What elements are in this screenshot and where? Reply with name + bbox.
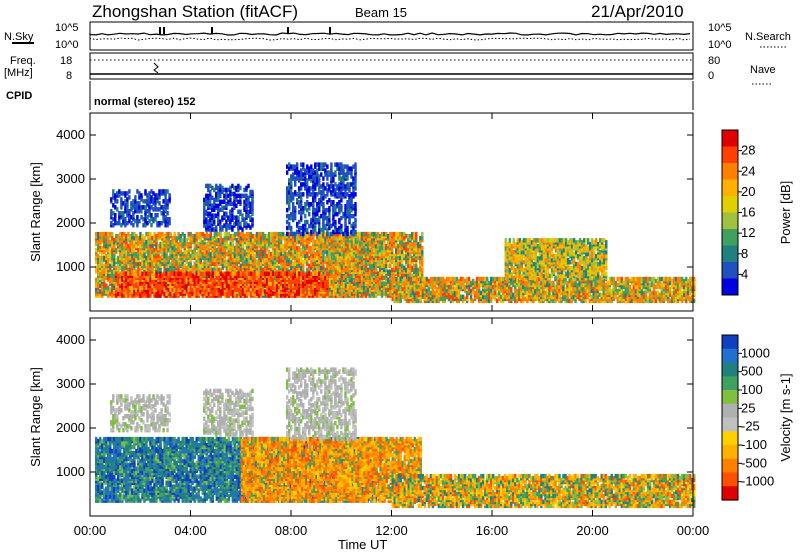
y-tick-label: 4000 xyxy=(56,127,85,142)
nsky-tick-bottom: 10^0 xyxy=(55,39,79,51)
colorbar-tick-label: -100 xyxy=(741,437,767,452)
x-tick-label: 08:00 xyxy=(275,523,308,538)
colorbar-swatch xyxy=(722,335,738,350)
freq-panel-frame xyxy=(89,52,694,80)
colorbar-swatch xyxy=(722,196,738,213)
y-tick-label: 4000 xyxy=(56,332,85,347)
colorbar-tick-label: 4 xyxy=(741,266,748,281)
x-tick-label: 00:00 xyxy=(677,523,710,538)
colorbar-frame xyxy=(721,334,739,501)
colorbar-swatch xyxy=(722,212,738,230)
colorbar-swatch xyxy=(722,390,738,405)
colorbar-swatch xyxy=(722,130,738,147)
x-tick-label: 00:00 xyxy=(74,523,107,538)
freq-tick-top: 18 xyxy=(60,55,72,67)
time-axis: 00:00 04:00 08:00 12:00 16:00 20:00 00:00 xyxy=(74,523,710,538)
velocity-panel: 1000 2000 3000 4000 Slant Range [km] xyxy=(28,317,696,517)
colorbar-tick-label: 8 xyxy=(741,246,748,261)
freq-unit: [MHz] xyxy=(4,67,33,79)
nave-tick-top: 80 xyxy=(708,55,720,67)
freq-tick-bottom: 8 xyxy=(66,70,72,82)
colorbar-swatch xyxy=(722,278,738,296)
echo-region xyxy=(286,162,357,237)
cpid-label: CPID xyxy=(6,90,32,102)
nsky-traces xyxy=(89,27,691,41)
colorbar-tick-label: -25 xyxy=(741,419,760,434)
beam-label: Beam 15 xyxy=(355,5,407,20)
nsky-label: N.Sky xyxy=(4,31,34,43)
colorbar-swatch xyxy=(722,163,738,180)
x-tick-label: 16:00 xyxy=(476,523,509,538)
echo-region xyxy=(391,473,696,509)
colorbar-swatch xyxy=(722,179,738,197)
power-panel: 1000 2000 3000 4000 Slant Range [km] xyxy=(28,112,696,312)
y-tick-label: 3000 xyxy=(56,376,85,391)
colorbar-label: Power [dB] xyxy=(778,181,793,245)
colorbar-swatch xyxy=(722,362,738,377)
y-tick-label: 3000 xyxy=(56,171,85,186)
nave-tick-bottom: 0 xyxy=(708,70,714,82)
station-title: Zhongshan Station (fitACF) xyxy=(92,2,298,21)
echo-region xyxy=(110,394,171,433)
colorbar-tick-label: 24 xyxy=(741,163,755,178)
nsky-panel-frame xyxy=(89,21,694,51)
freq-traces xyxy=(90,59,693,75)
x-tick-label: 12:00 xyxy=(375,523,408,538)
freq-glitch xyxy=(153,62,159,74)
echo-region xyxy=(110,189,171,228)
nsearch-trace xyxy=(89,37,691,41)
colorbar-swatch xyxy=(722,458,738,474)
nsearch-label: N.Search xyxy=(745,31,791,43)
power-colorbar: 28 24 20 16 12 8 4 Power [dB] xyxy=(721,129,793,296)
colorbar-swatch xyxy=(722,376,738,391)
y-tick-label: 2000 xyxy=(56,420,85,435)
colorbar-swatch xyxy=(722,431,738,446)
colorbar-swatch xyxy=(722,245,738,263)
nsearch-tick-top: 10^5 xyxy=(708,22,732,34)
echo-region xyxy=(286,367,357,442)
nsky-tick-top: 10^5 xyxy=(55,22,79,34)
colorbar-label: Velocity [m s-1] xyxy=(778,373,793,461)
nsky-trace xyxy=(89,32,691,36)
colorbar-swatch xyxy=(722,486,738,501)
colorbar-tick-label: -500 xyxy=(741,455,767,470)
cpid-text: normal (stereo) 152 xyxy=(94,96,195,108)
y-tick-label: 2000 xyxy=(56,215,85,230)
colorbar-swatch xyxy=(722,146,738,164)
x-axis-label: Time UT xyxy=(338,537,387,552)
colorbar-tick-label: 28 xyxy=(741,143,755,158)
colorbar-swatch xyxy=(722,472,738,487)
echo-region xyxy=(391,276,696,304)
colorbar-swatch xyxy=(722,229,738,246)
y-tick-label: 1000 xyxy=(56,464,85,479)
colorbar-tick-label: 1000 xyxy=(741,345,770,360)
freq-label: Freq. xyxy=(10,55,36,67)
colorbar-tick-label: -1000 xyxy=(741,474,774,489)
colorbar-tick-label: 100 xyxy=(741,382,763,397)
colorbar-tick-label: 25 xyxy=(741,400,755,415)
colorbar-tick-label: 20 xyxy=(741,184,755,199)
echo-region xyxy=(203,388,254,437)
date-label: 21/Apr/2010 xyxy=(591,2,684,21)
colorbar-swatch xyxy=(722,403,738,419)
colorbar-tick-label: 16 xyxy=(741,205,755,220)
colorbar-swatch xyxy=(722,348,738,364)
x-tick-label: 04:00 xyxy=(174,523,207,538)
echo-region xyxy=(328,231,424,298)
x-tick-label: 20:00 xyxy=(576,523,609,538)
colorbar-tick-label: 12 xyxy=(741,225,755,240)
y-tick-label: 1000 xyxy=(56,259,85,274)
colorbar-tick-label: 500 xyxy=(741,364,763,379)
y-axis-label: Slant Range [km] xyxy=(28,367,43,467)
echo-region xyxy=(203,183,254,232)
colorbar-swatch xyxy=(722,417,738,432)
y-axis-label: Slant Range [km] xyxy=(28,162,43,262)
colorbar-swatch xyxy=(722,445,738,460)
colorbar-swatch xyxy=(722,262,738,279)
nave-label: Nave xyxy=(750,64,776,76)
nsearch-tick-bottom: 10^0 xyxy=(708,39,732,51)
echo-region xyxy=(504,238,608,281)
velocity-colorbar: 1000 500 100 25 -25 -100 -500 -1000 Velocity [m … xyxy=(721,334,793,501)
